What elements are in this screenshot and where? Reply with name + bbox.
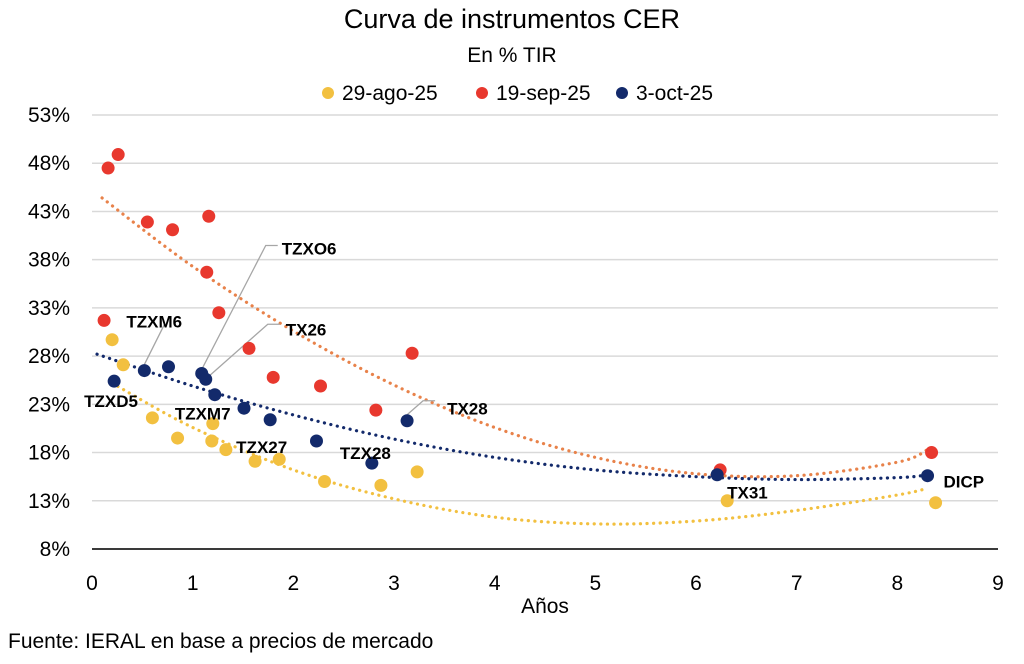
data-point xyxy=(929,496,943,510)
trendline-3-oct-25 xyxy=(95,352,930,482)
data-point xyxy=(263,413,277,427)
x-tick-label: 5 xyxy=(589,572,601,595)
trendlines xyxy=(95,196,930,526)
data-point xyxy=(205,434,219,448)
point-label: TZXO6 xyxy=(282,239,337,258)
data-point xyxy=(369,403,383,417)
x-axis-title: Años xyxy=(521,595,569,618)
leader-line xyxy=(406,400,436,416)
source-note: Fuente: IERAL en base a precios de merca… xyxy=(8,630,433,653)
trendline-29-ago-25 xyxy=(110,381,930,526)
point-label: TX31 xyxy=(727,484,768,503)
x-tick-label: 2 xyxy=(287,572,299,595)
data-point xyxy=(400,414,414,428)
point-label: TX28 xyxy=(447,400,488,419)
x-tick-label: 6 xyxy=(690,572,702,595)
data-point xyxy=(101,161,115,175)
data-point xyxy=(248,454,262,468)
y-tick-label: 53% xyxy=(28,104,70,127)
data-points xyxy=(97,148,943,510)
legend-label: 3-oct-25 xyxy=(636,82,713,105)
data-point xyxy=(365,456,379,470)
data-point xyxy=(405,346,419,360)
data-point xyxy=(720,494,734,508)
y-tick-label: 13% xyxy=(28,490,70,513)
point-label: DICP xyxy=(944,473,985,492)
leader-line xyxy=(143,324,165,365)
data-point xyxy=(140,215,154,229)
legend-marker xyxy=(322,87,334,99)
data-point xyxy=(97,313,111,327)
data-point xyxy=(374,478,388,492)
data-point xyxy=(208,388,222,402)
x-tick-label: 4 xyxy=(489,572,501,595)
legend-label: 29-ago-25 xyxy=(342,82,438,105)
x-tick-label: 9 xyxy=(992,572,1004,595)
data-point xyxy=(309,434,323,448)
data-point xyxy=(272,452,286,466)
point-labels: TZXD5 TZXM6 TZXO6 TX26 TZXM7 TZX27 TZX28 TX28 TX… xyxy=(84,239,984,502)
data-point xyxy=(116,358,130,372)
data-point xyxy=(266,370,280,384)
point-label: TZXM6 xyxy=(126,313,182,332)
data-point xyxy=(318,474,332,488)
point-label: TX26 xyxy=(286,320,327,339)
y-axis-ticks: 8% 13% 18% 23% 28% 33% 38% 43% 48% 53% xyxy=(28,104,70,561)
point-label: TZX28 xyxy=(340,444,391,463)
point-label: TZXD5 xyxy=(84,392,138,411)
leader-line xyxy=(201,244,278,370)
label-leader-lines xyxy=(143,244,436,416)
trendline-19-sep-25 xyxy=(100,196,930,479)
y-tick-label: 28% xyxy=(28,345,70,368)
leader-line xyxy=(207,323,280,378)
data-point xyxy=(219,443,233,457)
data-point xyxy=(200,265,214,279)
y-tick-label: 8% xyxy=(40,538,70,561)
data-point xyxy=(105,333,119,347)
data-point xyxy=(111,148,125,162)
x-tick-label: 3 xyxy=(388,572,400,595)
y-tick-label: 38% xyxy=(28,249,70,272)
data-point xyxy=(242,341,256,355)
data-point xyxy=(162,360,176,374)
legend-marker xyxy=(616,87,628,99)
chart-subtitle: En % TIR xyxy=(467,44,556,67)
data-point xyxy=(710,468,724,482)
x-tick-label: 7 xyxy=(791,572,803,595)
data-point xyxy=(237,401,251,415)
data-point xyxy=(314,379,328,393)
legend: 29-ago-25 19-sep-25 3-oct-25 xyxy=(322,82,713,105)
chart-title: Curva de instrumentos CER xyxy=(344,4,680,34)
y-tick-label: 23% xyxy=(28,393,70,416)
data-point xyxy=(921,469,935,483)
x-tick-label: 0 xyxy=(86,572,98,595)
data-point xyxy=(206,417,220,431)
data-point xyxy=(107,374,121,388)
y-tick-label: 18% xyxy=(28,442,70,465)
data-point xyxy=(199,372,213,386)
data-point xyxy=(137,364,151,378)
legend-label: 19-sep-25 xyxy=(496,82,591,105)
legend-marker xyxy=(476,87,488,99)
x-tick-label: 1 xyxy=(187,572,199,595)
x-tick-label: 8 xyxy=(891,572,903,595)
data-point xyxy=(212,306,226,320)
y-tick-label: 33% xyxy=(28,297,70,320)
y-tick-label: 43% xyxy=(28,200,70,223)
data-point xyxy=(145,411,159,425)
data-point xyxy=(166,223,180,237)
data-point xyxy=(171,431,185,445)
point-label: TZXM7 xyxy=(175,405,231,424)
data-point xyxy=(925,446,939,460)
point-label: TZX27 xyxy=(236,438,287,457)
data-point xyxy=(202,209,216,223)
x-axis-ticks: 0 1 2 3 4 5 6 7 8 9 xyxy=(86,572,1004,595)
data-point xyxy=(410,465,424,479)
y-tick-label: 48% xyxy=(28,152,70,175)
